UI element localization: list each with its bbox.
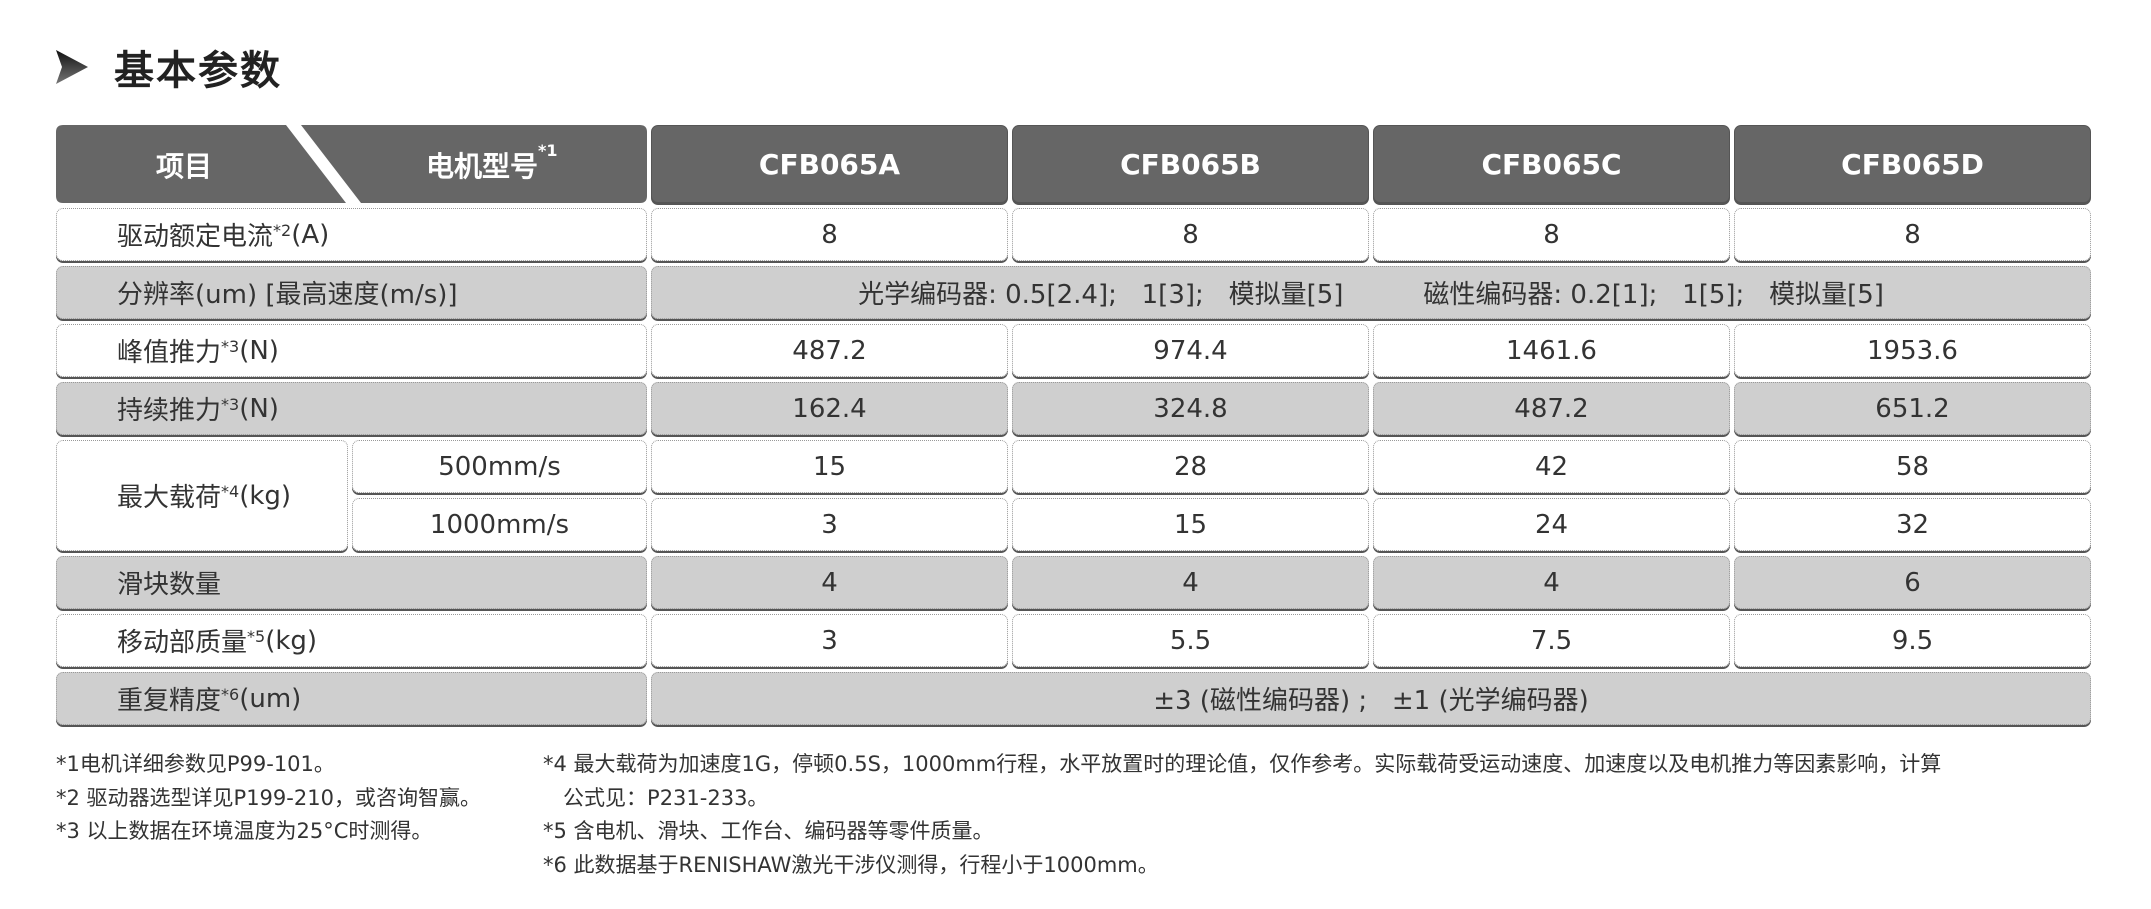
table-cell: 4 — [651, 556, 1008, 609]
row-label-slider-count: 滑块数量 — [56, 556, 647, 609]
table-cell: 24 — [1373, 498, 1730, 551]
footnote: *4 最大载荷为加速度1G，停顿0.5S，1000mm行程，水平放置时的理论值，… — [543, 752, 1942, 776]
table-cell: 8 — [1734, 208, 2091, 261]
speed-label: 500mm/s — [352, 440, 647, 493]
table-cell: 8 — [651, 208, 1008, 261]
optical-resolution: 光学编码器: 0.5[2.4]; 1[3]; 模拟量[5] — [858, 280, 1344, 310]
table-cell: 15 — [651, 440, 1008, 493]
table-cell: 15 — [1012, 498, 1369, 551]
table-cell: 974.4 — [1012, 324, 1369, 377]
header-item: 项目 — [156, 150, 213, 183]
row-label-current: 驱动额定电流 *2 (A) — [56, 208, 647, 261]
header-model: 电机型号*1 — [426, 141, 558, 183]
table-cell: 487.2 — [651, 324, 1008, 377]
repeatability-cell: ±3 (磁性编码器) ; ±1 (光学编码器) — [651, 672, 2091, 725]
table-cell: 4 — [1012, 556, 1369, 609]
table-cell: 28 — [1012, 440, 1369, 493]
row-label-resolution: 分辨率(um) [最高速度(m/s)] — [56, 266, 647, 319]
table-cell: 3 — [651, 498, 1008, 551]
table-cell: 7.5 — [1373, 614, 1730, 667]
table-cell: 8 — [1373, 208, 1730, 261]
model-header: CFB065C — [1373, 125, 1730, 203]
table-cell: 58 — [1734, 440, 2091, 493]
model-header: CFB065B — [1012, 125, 1369, 203]
section-title: 基本参数 — [54, 38, 282, 96]
row-label-continuous-force: 持续推力 *3 (N) — [56, 382, 647, 435]
model-header: CFB065D — [1734, 125, 2091, 203]
row-label-max-load: 最大载荷 *4 (kg) — [56, 440, 348, 551]
header-item-model: 项目 电机型号*1 — [56, 125, 647, 203]
footnote: *6 此数据基于RENISHAW激光干涉仪测得，行程小于1000mm。 — [543, 852, 1159, 877]
table-cell: 162.4 — [651, 382, 1008, 435]
footnotes-right: *4 最大载荷为加速度1G，停顿0.5S，1000mm行程，水平放置时的理论值，… — [543, 748, 1941, 882]
page-title: 基本参数 — [114, 48, 282, 94]
table-cell: 32 — [1734, 498, 2091, 551]
triangle-bullet-icon — [56, 50, 88, 84]
table-cell: 324.8 — [1012, 382, 1369, 435]
footnote: *1电机详细参数见P99-101。 — [56, 752, 335, 776]
spec-table: 项目 电机型号*1 CFB065A CFB065B CFB065C CFB065… — [56, 125, 2091, 725]
table-cell: 8 — [1012, 208, 1369, 261]
resolution-cell: 光学编码器: 0.5[2.4]; 1[3]; 模拟量[5] 磁性编码器: 0.2… — [651, 266, 2091, 319]
footnote: *2 驱动器选型详见P199-210，或咨询智赢。 — [56, 785, 481, 810]
speed-label: 1000mm/s — [352, 498, 647, 551]
table-cell: 42 — [1373, 440, 1730, 493]
table-cell: 6 — [1734, 556, 2091, 609]
footnote: 公式见：P231-233。 — [543, 785, 769, 810]
table-cell: 3 — [651, 614, 1008, 667]
magnetic-resolution: 磁性编码器: 0.2[1]; 1[5]; 模拟量[5] — [1423, 280, 1884, 310]
table-cell: 5.5 — [1012, 614, 1369, 667]
table-cell: 1953.6 — [1734, 324, 2091, 377]
table-cell: 9.5 — [1734, 614, 2091, 667]
footnote: *3 以上数据在环境温度为25°C时测得。 — [56, 819, 433, 843]
footnote: *5 含电机、滑块、工作台、编码器等零件质量。 — [543, 819, 994, 843]
table-cell: 651.2 — [1734, 382, 2091, 435]
footnotes-left: *1电机详细参数见P99-101。 *2 驱动器选型详见P199-210，或咨询… — [56, 748, 481, 849]
model-header: CFB065A — [651, 125, 1008, 203]
table-cell: 1461.6 — [1373, 324, 1730, 377]
row-label-peak-force: 峰值推力 *3 (N) — [56, 324, 647, 377]
row-label-moving-mass: 移动部质量 *5 (kg) — [56, 614, 647, 667]
table-cell: 487.2 — [1373, 382, 1730, 435]
table-cell: 4 — [1373, 556, 1730, 609]
row-label-repeatability: 重复精度 *6 (um) — [56, 672, 647, 725]
